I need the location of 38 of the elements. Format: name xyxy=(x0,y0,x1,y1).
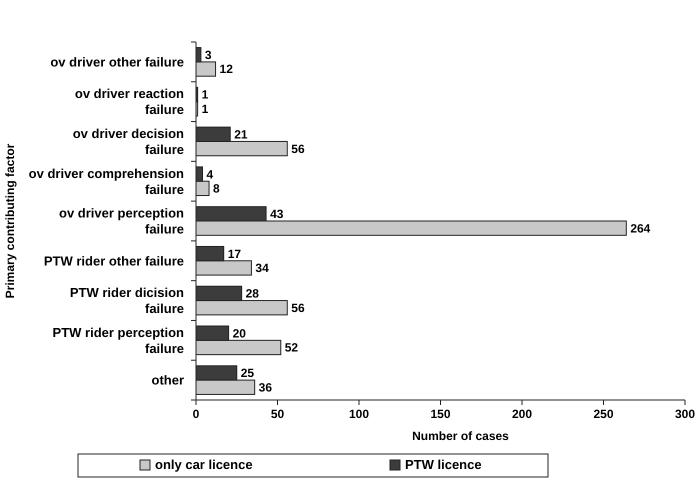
x-tick-label: 50 xyxy=(270,407,284,421)
data-label: 4 xyxy=(206,167,214,182)
data-label: 28 xyxy=(246,286,260,301)
data-label: 56 xyxy=(291,142,305,156)
y-tick-label: ov driver perception failure xyxy=(59,206,184,237)
y-axis-title: Primary contributing factor xyxy=(3,143,17,298)
data-label: 264 xyxy=(630,221,651,236)
x-tick-label: 100 xyxy=(348,407,370,421)
data-label: 43 xyxy=(270,207,284,222)
data-label: 56 xyxy=(291,300,305,315)
x-tick-label: 250 xyxy=(593,407,614,421)
data-label: 52 xyxy=(284,340,298,355)
y-tick-label: ov driver comprehension failure xyxy=(28,166,184,197)
data-label: 1 xyxy=(202,102,209,116)
y-tick-label: other xyxy=(152,372,184,388)
x-tick-label: 300 xyxy=(674,407,696,421)
data-label: 1 xyxy=(202,88,209,102)
data-label: 3 xyxy=(204,48,212,62)
legend-label: only car licence xyxy=(155,457,253,472)
data-label: 12 xyxy=(220,62,234,76)
x-axis-title: Number of cases xyxy=(412,429,510,443)
data-label: 17 xyxy=(228,246,242,261)
x-tick-label: 200 xyxy=(512,407,532,421)
data-label: 20 xyxy=(232,326,246,340)
y-tick-label: PTW rider other failure xyxy=(44,253,184,268)
y-tick-label: ov driver other failure xyxy=(50,54,184,70)
y-tick-label: PTW rider dicision failure xyxy=(70,285,184,316)
y-tick-label: ov driver decision failure xyxy=(72,126,184,157)
y-tick-label: PTW rider perception failure xyxy=(52,324,184,356)
data-label: 21 xyxy=(234,127,248,142)
x-tick-label: 150 xyxy=(430,407,451,421)
data-label: 8 xyxy=(213,182,220,196)
y-tick-label: ov driver reaction failure xyxy=(74,86,184,118)
x-tick-label: 0 xyxy=(192,407,200,421)
data-label: 36 xyxy=(258,380,272,394)
legend-label: PTW licence xyxy=(405,457,482,472)
data-label: 34 xyxy=(255,261,270,276)
data-label: 25 xyxy=(240,366,254,380)
